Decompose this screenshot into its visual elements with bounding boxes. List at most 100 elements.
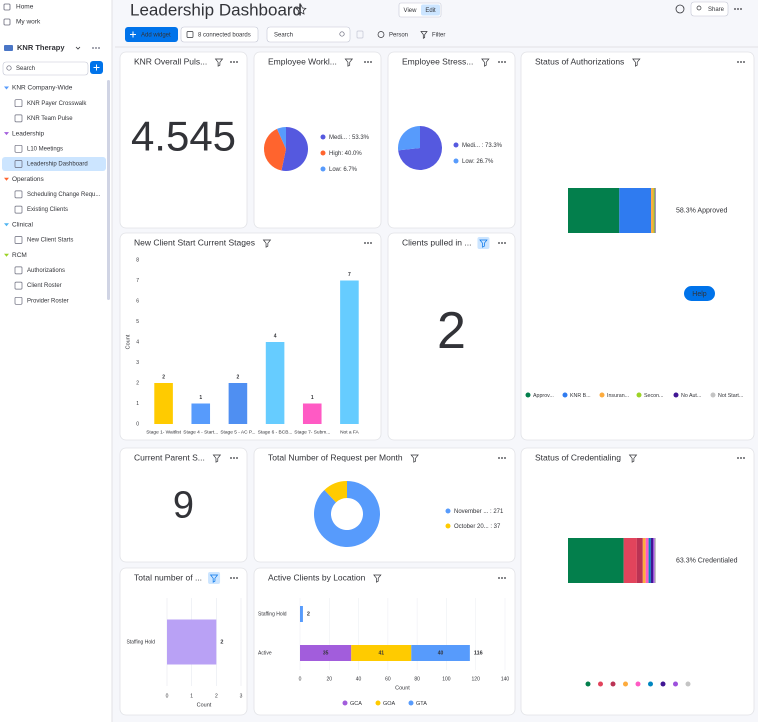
more-icon[interactable] [740, 457, 742, 459]
more-icon[interactable] [370, 61, 372, 63]
more-icon[interactable] [734, 8, 736, 10]
share-icon [696, 5, 702, 11]
edit-active [421, 4, 440, 16]
x-tick-label: 0 [299, 676, 302, 682]
legend-dot [710, 392, 716, 398]
person-filter[interactable]: Person [389, 33, 408, 39]
filter-icon[interactable] [373, 574, 382, 583]
more-icon[interactable] [498, 242, 500, 244]
segment-label: 41 [378, 650, 384, 656]
board-item[interactable]: Client Roster [27, 283, 62, 289]
more-icon[interactable] [367, 61, 369, 63]
filter-icon[interactable] [262, 239, 272, 248]
more-icon[interactable] [498, 577, 500, 579]
board-item[interactable]: Scheduling Change Requ... [27, 192, 101, 198]
board-item[interactable]: KNR Team Pulse [27, 116, 73, 122]
filter-icon[interactable] [344, 58, 354, 67]
legend-dot [635, 681, 641, 687]
more-icon[interactable] [236, 577, 238, 579]
more-icon[interactable] [504, 457, 506, 459]
board-item[interactable]: KNR Payer Crosswalk [27, 101, 87, 107]
edit-button[interactable]: Edit [425, 8, 436, 14]
share-button[interactable] [690, 1, 729, 17]
more-icon[interactable] [740, 8, 742, 10]
search-box[interactable] [266, 26, 351, 43]
more-icon[interactable] [740, 61, 742, 63]
group-name[interactable]: RCM [12, 252, 27, 259]
legend-dot [342, 700, 348, 706]
more-icon[interactable] [98, 47, 100, 49]
more-icon[interactable] [236, 457, 238, 459]
filter-icon[interactable] [632, 58, 641, 67]
legend-label: Insuran... [607, 393, 629, 399]
more-icon[interactable] [501, 61, 503, 63]
board-item[interactable]: L10 Meetings [27, 146, 63, 152]
filter-active-bg [477, 237, 490, 249]
more-icon[interactable] [95, 47, 97, 49]
group-name[interactable]: Leadership [12, 130, 45, 137]
x-tick-label: Not a FA [340, 429, 359, 435]
help-icon[interactable] [675, 4, 685, 14]
more-icon[interactable] [737, 8, 739, 10]
boards-button[interactable] [180, 26, 259, 43]
more-icon[interactable] [364, 61, 366, 63]
group-name[interactable]: Clinical [12, 222, 34, 229]
filter-button[interactable]: Filter [432, 33, 445, 39]
more-icon[interactable] [230, 577, 232, 579]
more-icon[interactable] [737, 457, 739, 459]
legend-dot [673, 392, 679, 398]
star-icon[interactable] [295, 4, 307, 15]
y-tick-label: Staffing Hold [258, 611, 287, 617]
more-icon[interactable] [370, 242, 372, 244]
board-item[interactable]: Leadership Dashboard [27, 162, 88, 168]
person-icon [377, 31, 385, 38]
board-item[interactable]: Existing Clients [27, 207, 68, 213]
more-icon[interactable] [504, 577, 506, 579]
board-item[interactable]: New Client Starts [27, 238, 73, 244]
filter-icon[interactable] [479, 239, 488, 248]
search-box[interactable] [2, 61, 89, 76]
more-icon[interactable] [504, 242, 506, 244]
more-icon[interactable] [92, 47, 94, 49]
more-icon[interactable] [233, 577, 235, 579]
widget-title: Active Clients by Location [268, 572, 366, 582]
more-icon[interactable] [236, 61, 238, 63]
more-icon[interactable] [501, 242, 503, 244]
filter-icon[interactable] [212, 454, 222, 463]
nav-item[interactable]: My work [16, 19, 41, 26]
filter-icon[interactable] [214, 58, 224, 67]
group-name[interactable]: Operations [12, 176, 45, 183]
filter-icon[interactable] [410, 454, 419, 463]
view-button[interactable]: View [404, 8, 418, 14]
help-button[interactable] [684, 286, 715, 301]
big-number: 2 [437, 302, 466, 360]
workspace-name[interactable]: KNR Therapy [17, 43, 65, 52]
bar-segment [654, 188, 656, 233]
more-icon[interactable] [737, 61, 739, 63]
help-label: Help [692, 291, 707, 298]
more-icon[interactable] [743, 61, 745, 63]
board-item[interactable]: Authorizations [27, 268, 65, 274]
more-icon[interactable] [498, 61, 500, 63]
more-icon[interactable] [230, 457, 232, 459]
filter-icon[interactable] [628, 454, 638, 463]
filter-icon[interactable] [481, 58, 490, 67]
data-label: 1 [311, 395, 314, 401]
more-icon[interactable] [367, 242, 369, 244]
board-icon [14, 281, 23, 290]
nav-item[interactable]: Home [16, 4, 34, 11]
group-name[interactable]: KNR Company-Wide [12, 85, 73, 92]
more-icon[interactable] [504, 61, 506, 63]
more-icon[interactable] [501, 457, 503, 459]
more-icon[interactable] [501, 577, 503, 579]
more-icon[interactable] [364, 242, 366, 244]
more-icon[interactable] [233, 457, 235, 459]
more-icon[interactable] [498, 457, 500, 459]
filter-icon[interactable] [209, 574, 219, 583]
widget-title: Total number of ... [134, 572, 202, 582]
more-icon[interactable] [230, 61, 232, 63]
add-widget-button[interactable] [125, 27, 178, 42]
more-icon[interactable] [233, 61, 235, 63]
board-item[interactable]: Provider Roster [27, 298, 69, 304]
more-icon[interactable] [743, 457, 745, 459]
